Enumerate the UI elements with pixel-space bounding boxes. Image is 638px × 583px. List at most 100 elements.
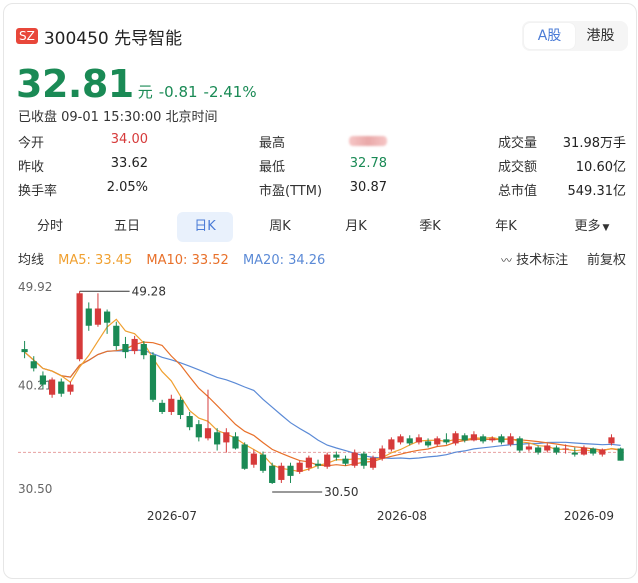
tab-five-day[interactable]: 五日	[113, 219, 140, 234]
price-unit: 元	[137, 83, 153, 101]
tab-quarterly-k[interactable]: 季K	[419, 219, 441, 234]
candle-body	[333, 454, 340, 458]
tab-intraday[interactable]: 分时	[36, 219, 63, 234]
candle-body	[443, 439, 450, 443]
mktcap-label: 总市值	[498, 184, 538, 199]
high-value-masked	[349, 135, 387, 150]
candle-body	[259, 454, 267, 471]
tech-annotation-button[interactable]: 〰 技术标注	[501, 249, 568, 268]
y-tick-label: 40.21	[18, 379, 52, 393]
stock-card: SZ 300450 先导智能 A股 港股 32.81 元 -0.81 -2.41…	[3, 3, 637, 579]
candle-body	[269, 465, 276, 483]
price-row: 32.81 元 -0.81 -2.41%	[16, 62, 257, 106]
pe-value: 30.87	[349, 180, 387, 195]
candle-body	[351, 452, 358, 466]
candle-body	[415, 437, 422, 443]
period-tabs: 分时 五日 日K 周K 月K 季K 年K 更多 ▼	[14, 212, 630, 242]
max-price-label: 49.28	[132, 284, 166, 298]
candle-body	[507, 436, 514, 445]
tab-yearly-k[interactable]: 年K	[495, 219, 517, 234]
candle-body	[76, 293, 83, 360]
x-tick-label: 2026-09	[564, 509, 614, 523]
candle-body	[461, 435, 468, 441]
high-label: 最高	[259, 136, 286, 151]
candle-body	[305, 457, 312, 468]
candle-body	[388, 439, 395, 450]
tab-hk-share[interactable]: 港股	[586, 28, 615, 44]
candle-body	[168, 398, 175, 412]
candle-body	[122, 344, 129, 353]
candle-body	[498, 436, 505, 443]
candle-body	[140, 344, 147, 356]
x-tick-label: 2026-08	[377, 509, 427, 523]
tab-weekly-k[interactable]: 周K	[269, 219, 291, 234]
turnover-value: 2.05%	[106, 180, 148, 195]
y-tick-label: 49.92	[18, 280, 52, 294]
candle-body	[590, 448, 597, 454]
volume-value: 31.98万手	[562, 136, 626, 151]
candle-body	[39, 375, 47, 385]
candle-body	[535, 447, 542, 453]
candle-body	[186, 416, 193, 428]
tab-daily-k[interactable]: 日K	[177, 212, 233, 242]
candle-body	[470, 434, 478, 441]
candle-body	[562, 448, 569, 450]
candle-body	[204, 428, 212, 439]
ma10-value: MA10: 33.52	[146, 253, 229, 268]
more-label: 更多	[574, 219, 601, 234]
candle-body	[324, 454, 331, 467]
candle-body	[369, 457, 377, 468]
candle-body	[379, 448, 386, 459]
ma5-value: MA5: 33.45	[58, 253, 133, 268]
candle-body	[113, 325, 120, 347]
candle-body	[85, 308, 92, 326]
candle-body	[21, 349, 28, 353]
candle-body	[48, 379, 56, 395]
candle-body	[94, 308, 102, 325]
candle-body	[452, 433, 459, 444]
candle-body	[479, 436, 487, 442]
candle-body	[159, 402, 166, 412]
candle-body	[434, 438, 441, 445]
candle-body	[149, 355, 157, 400]
turnover-label: 换手率	[18, 184, 58, 199]
stock-title: 300450 先导智能	[43, 28, 183, 49]
candle-body	[617, 448, 624, 461]
candle-body	[278, 465, 285, 480]
candle-body	[397, 436, 404, 443]
candle-body	[296, 462, 303, 472]
prev-close-label: 昨收	[18, 160, 45, 175]
amount-label: 成交额	[498, 160, 538, 175]
kline-chart[interactable]: 49.92 40.21 30.50 49.28 30.50 2026-07 2026-08 2…	[4, 4, 636, 578]
candle-body	[241, 444, 248, 469]
candle-body	[342, 458, 349, 464]
candle-body	[177, 399, 184, 416]
low-label: 最低	[259, 160, 286, 175]
candle-body	[30, 361, 37, 369]
candle-body	[516, 438, 523, 451]
candle-body	[599, 449, 606, 455]
current-price: 32.81	[16, 62, 134, 106]
tab-more[interactable]: 更多 ▼	[560, 212, 624, 242]
tab-a-share[interactable]: A股	[524, 23, 575, 49]
ma-legend: 均线 MA5: 33.45 MA10: 33.52 MA20: 34.26	[18, 249, 335, 268]
prev-close-value: 33.62	[110, 156, 148, 171]
tab-monthly-k[interactable]: 月K	[345, 219, 367, 234]
y-tick-label: 30.50	[18, 482, 52, 496]
candle-body	[223, 432, 230, 443]
low-value: 32.78	[349, 156, 387, 171]
candle-body	[58, 381, 65, 394]
mktcap-value: 549.31亿	[567, 184, 627, 199]
x-tick-label: 2026-07	[147, 509, 197, 523]
ma-label: 均线	[18, 253, 45, 268]
amount-value: 10.60亿	[575, 160, 626, 175]
stock-header: SZ 300450 先导智能	[16, 22, 182, 50]
candle-body	[544, 445, 551, 451]
candle-body	[287, 465, 294, 476]
market-status: 已收盘 09-01 15:30:00 北京时间	[18, 110, 218, 125]
ma20-value: MA20: 34.26	[242, 253, 326, 268]
caret-down-icon: ▼	[602, 223, 610, 233]
candle-body	[67, 384, 74, 392]
price-change-pct: -2.41%	[203, 83, 257, 101]
adjust-toggle[interactable]: 前复权	[587, 253, 627, 268]
